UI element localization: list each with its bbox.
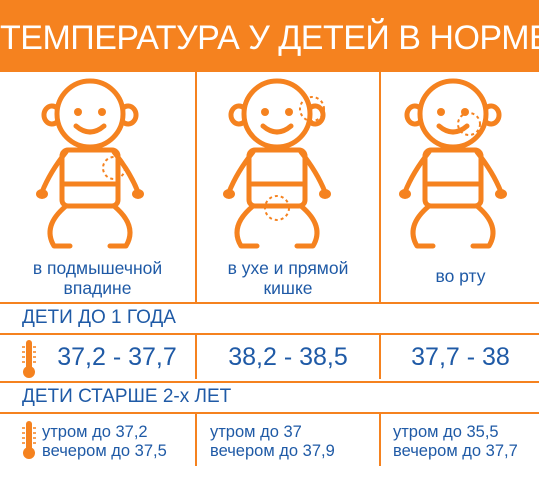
column-divider xyxy=(195,335,197,379)
evening-value: вечером до 37,9 xyxy=(210,442,335,460)
baby-armpit-icon xyxy=(36,78,144,249)
range-mouth-under-one: 37,7 - 38 xyxy=(411,343,510,371)
range-armpit-under-one: 37,2 - 37,7 xyxy=(57,343,177,371)
section-divider xyxy=(0,333,539,335)
baby-ear-rectal-icon xyxy=(223,78,331,249)
location-armpit: в подмышечной впадине xyxy=(5,258,190,298)
section-under-one-label: ДЕТИ ДО 1 ГОДА xyxy=(22,307,176,328)
location-label-line: в подмышечной xyxy=(32,258,163,278)
location-label-line: впадине xyxy=(63,278,132,298)
morning-value: утром до 37,2 xyxy=(42,423,148,441)
section-over-two-label: ДЕТИ СТАРШЕ 2-х ЛЕТ xyxy=(22,386,232,407)
values-mouth-over-two: утром до 35,5 вечером до 37,7 xyxy=(393,423,518,461)
values-ear-over-two: утром до 37 вечером до 37,9 xyxy=(210,423,335,461)
column-divider xyxy=(379,72,381,302)
evening-value: вечером до 37,5 xyxy=(42,442,167,460)
location-label-line: кишке xyxy=(263,278,313,298)
column-divider xyxy=(379,414,381,466)
section-divider xyxy=(0,302,539,304)
column-divider xyxy=(195,72,197,302)
thermometer-icon xyxy=(22,340,36,378)
location-ear-rectal: в ухе и прямой кишке xyxy=(198,258,378,298)
baby-mouth-icon xyxy=(399,78,507,249)
section-divider xyxy=(0,381,539,383)
location-mouth: во рту xyxy=(382,266,539,286)
section-divider xyxy=(0,412,539,414)
morning-value: утром до 37 xyxy=(210,423,302,441)
morning-value: утром до 35,5 xyxy=(393,423,499,441)
column-divider xyxy=(379,335,381,379)
thermometer-icon xyxy=(22,421,36,459)
evening-value: вечером до 37,7 xyxy=(393,442,518,460)
column-divider xyxy=(195,414,197,466)
values-armpit-over-two: утром до 37,2 вечером до 37,5 xyxy=(42,423,167,461)
page-title: ТЕМПЕРАТУРА У ДЕТЕЙ В НОРМЕ xyxy=(0,19,539,57)
location-label-line: во рту xyxy=(435,266,486,286)
location-label-line: в ухе и прямой xyxy=(227,258,349,278)
range-ear-under-one: 38,2 - 38,5 xyxy=(228,343,348,371)
title-banner xyxy=(0,0,539,72)
